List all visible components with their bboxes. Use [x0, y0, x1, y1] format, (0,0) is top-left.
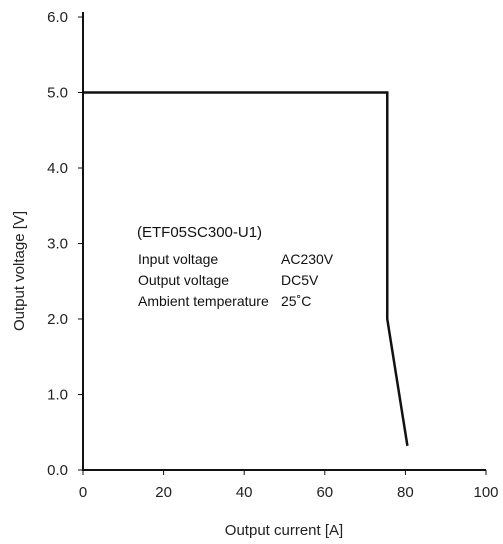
y-axis-label: Output voltage [V]	[11, 211, 28, 331]
y-tick-label: 4.0	[47, 160, 68, 177]
y-tick-label: 6.0	[47, 9, 68, 26]
x-tick-label: 20	[155, 484, 172, 501]
annotation-value: DC5V	[281, 272, 319, 288]
x-tick-label: 0	[79, 484, 87, 501]
y-tick-label: 3.0	[47, 236, 68, 253]
y-tick-label: 2.0	[47, 311, 68, 328]
x-tick-label: 60	[316, 484, 333, 501]
annotation-value: AC230V	[281, 251, 334, 267]
annotation-label: Input voltage	[138, 251, 218, 267]
x-tick-label: 80	[397, 484, 414, 501]
annotation-value: 25˚C	[281, 293, 311, 309]
y-tick-label: 0.0	[47, 462, 68, 479]
y-tick-label: 5.0	[47, 85, 68, 102]
x-axis-label: Output current [A]	[225, 522, 343, 539]
x-tick-label: 100	[473, 484, 498, 501]
annotation-label: Output voltage	[138, 272, 229, 288]
series-line	[83, 91, 409, 447]
annotation-box: (ETF05SC300-U1) Input voltage AC230V Out…	[137, 224, 334, 309]
y-tick-label: 1.0	[47, 387, 68, 404]
tick-group: 0 20 40 60 80 100 0.0 1.0 2.0 3.0 4.0 5.0 6.0	[47, 9, 498, 501]
annotation-label: Ambient temperature	[138, 293, 269, 309]
annotation-model: (ETF05SC300-U1)	[137, 224, 262, 241]
series-group	[83, 91, 409, 447]
x-tick-label: 40	[236, 484, 253, 501]
